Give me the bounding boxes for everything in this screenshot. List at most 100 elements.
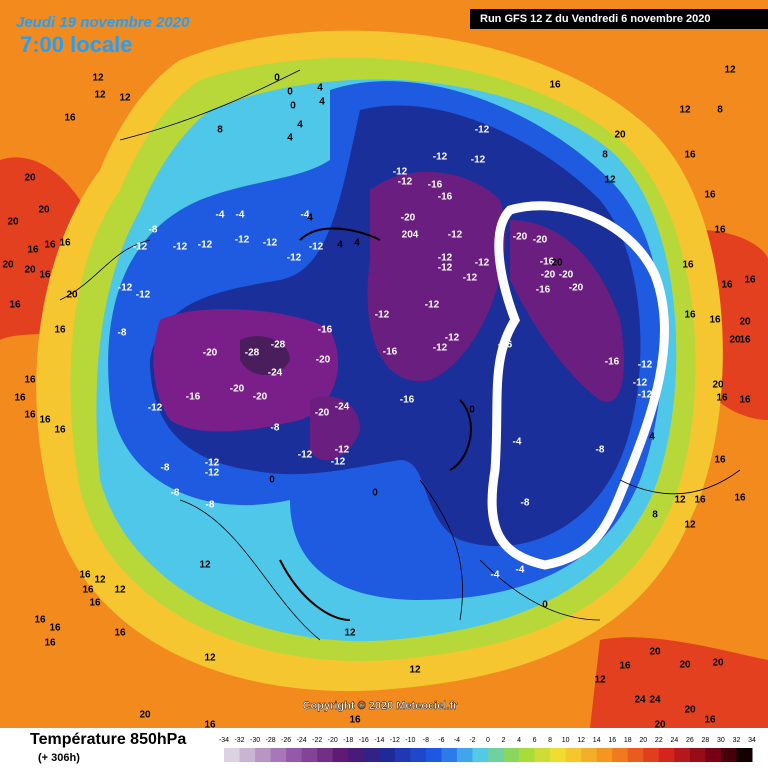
contour-label: 12 xyxy=(679,105,691,116)
cold-core xyxy=(367,171,506,382)
contour-label: 12 xyxy=(604,175,616,186)
contour-label: 20 xyxy=(712,658,724,669)
contour-label: 16 xyxy=(619,661,631,672)
contour-label: 8 xyxy=(602,150,608,161)
scale-swatch xyxy=(394,748,411,762)
scale-swatch xyxy=(736,748,753,762)
contour-label: 12 xyxy=(119,93,131,104)
scale-swatch xyxy=(705,748,722,762)
contour-label: -24 xyxy=(335,402,350,413)
contour-label: 12 xyxy=(594,675,606,686)
contour-label: 20 xyxy=(7,217,19,228)
scale-label: 34 xyxy=(748,737,756,744)
contour-label: -4 xyxy=(236,210,245,221)
contour-label: 12 xyxy=(94,575,106,586)
scale-swatch xyxy=(379,748,396,762)
scale-swatch xyxy=(612,748,629,762)
contour-label: 16 xyxy=(549,80,561,91)
contour-label: 16 xyxy=(9,300,21,311)
contour-label: 24 xyxy=(634,695,646,706)
contour-label: 16 xyxy=(714,455,726,466)
scale-label: -26 xyxy=(281,737,291,744)
contour-label: -12 xyxy=(335,445,350,456)
scale-swatch xyxy=(301,748,318,762)
contour-label: 12 xyxy=(674,495,686,506)
scale-label: -30 xyxy=(250,737,260,744)
scale-label: -12 xyxy=(390,737,400,744)
contour-label: 16 xyxy=(739,395,751,406)
scale-swatch xyxy=(410,748,427,762)
scale-swatch xyxy=(519,748,536,762)
contour-label: 20 xyxy=(679,660,691,671)
scale-swatch xyxy=(550,748,567,762)
scale-swatch xyxy=(363,748,380,762)
scale-label: 10 xyxy=(562,737,570,744)
contour-label: -12 xyxy=(205,468,220,479)
scale-label: 14 xyxy=(593,737,601,744)
contour-label: 16 xyxy=(709,315,721,326)
contour-label: 4 xyxy=(317,83,323,94)
contour-label: -12 xyxy=(398,177,413,188)
scale-label: -20 xyxy=(328,737,338,744)
contour-label: -4 xyxy=(216,210,225,221)
contour-label: -8 xyxy=(521,498,530,509)
contour-label: 16 xyxy=(24,375,36,386)
contour-label: -12 xyxy=(173,242,188,253)
contour-label: -12 xyxy=(298,450,313,461)
scale-label: 2 xyxy=(502,737,506,744)
scale-label: 28 xyxy=(702,737,710,744)
contour-label: 16 xyxy=(684,150,696,161)
scale-label: -24 xyxy=(297,737,307,744)
scale-label: -4 xyxy=(454,737,460,744)
contour-label: -24 xyxy=(268,368,283,379)
contour-label: 16 xyxy=(114,628,126,639)
scale-swatch xyxy=(689,748,706,762)
contour-label: -12 xyxy=(438,263,453,274)
scale-swatch xyxy=(348,748,365,762)
contour-label: 16 xyxy=(716,393,728,404)
scale-label: -22 xyxy=(312,737,322,744)
contour-label: -20 xyxy=(253,392,268,403)
scale-swatch xyxy=(441,748,458,762)
contour-label: 4 xyxy=(354,238,360,249)
contour-label: -12 xyxy=(463,273,478,284)
contour-label: 4 xyxy=(287,133,293,144)
contour-label: 16 xyxy=(79,570,91,581)
contour-label: 16 xyxy=(704,715,716,726)
scale-swatch xyxy=(239,748,256,762)
contour-label: -12 xyxy=(393,167,408,178)
contour-label: 12 xyxy=(94,90,106,101)
contour-label: 16 xyxy=(744,275,756,286)
contour-label: -28 xyxy=(271,340,286,351)
contour-label: -16 xyxy=(383,347,398,358)
contour-label: 16 xyxy=(39,270,51,281)
contour-label: 12 xyxy=(92,73,104,84)
run-info: Run GFS 12 Z du Vendredi 6 novembre 2020 xyxy=(480,13,710,25)
contour-label: -12 xyxy=(235,235,250,246)
contour-label: -12 xyxy=(445,333,460,344)
scale-label: 26 xyxy=(686,737,694,744)
contour-label: -20 xyxy=(401,213,416,224)
contour-label: -12 xyxy=(309,242,324,253)
scale-swatch xyxy=(627,748,644,762)
contour-label: 12 xyxy=(204,653,216,664)
contour-label: -20 xyxy=(569,283,584,294)
contour-label: -12 xyxy=(633,378,648,389)
contour-label: 0 xyxy=(274,73,280,84)
scale-swatch xyxy=(472,748,489,762)
contour-label: 16 xyxy=(14,393,26,404)
contour-label: 0 xyxy=(469,405,475,416)
contour-label: -20 xyxy=(559,270,574,281)
contour-label: -12 xyxy=(475,258,490,269)
contour-label: -12 xyxy=(425,300,440,311)
scale-swatch xyxy=(425,748,442,762)
contour-label: -4 xyxy=(301,210,310,221)
scale-swatch xyxy=(720,748,737,762)
contour-label: 8 xyxy=(217,125,223,136)
contour-label: 16 xyxy=(89,598,101,609)
contour-label: 20 xyxy=(684,705,696,716)
run-box xyxy=(470,9,768,29)
scale-label: 20 xyxy=(639,737,647,744)
